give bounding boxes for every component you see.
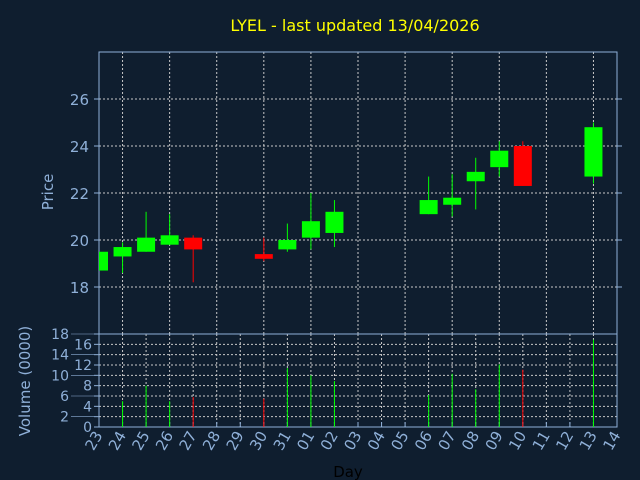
x-tick-label: 08	[458, 428, 483, 454]
price-tick-label: 18	[70, 279, 89, 297]
candle-body	[278, 240, 297, 250]
x-tick-label: 27	[176, 428, 201, 454]
x-tick-label: 31	[270, 428, 295, 454]
volume-tick-label: 14	[51, 348, 69, 364]
x-tick-label: 12	[552, 428, 577, 454]
volume-tick-label: 18	[51, 327, 69, 343]
candle-body	[184, 237, 203, 250]
x-tick-label: 28	[199, 428, 224, 454]
x-tick-label: 13	[576, 428, 601, 454]
x-tick-label: 01	[293, 428, 318, 454]
x-tick-label: 06	[411, 428, 436, 454]
price-tick-label: 20	[70, 232, 89, 250]
x-tick-label: 25	[128, 428, 153, 454]
x-tick-label: 26	[152, 428, 177, 454]
volume-tick-label: 6	[60, 389, 69, 405]
candles	[99, 122, 603, 283]
volume-tick-label: 12	[74, 358, 92, 374]
x-tick-label: 29	[223, 428, 248, 454]
volume-tick-label: 10	[51, 368, 69, 384]
volume-axis-label: Volume (0000)	[16, 326, 34, 436]
volume-tick-label: 16	[74, 337, 92, 353]
candle-body	[584, 127, 603, 177]
chart-title: LYEL - last updated 13/04/2026	[230, 16, 479, 35]
price-tick-label: 26	[70, 91, 89, 109]
volume-tick-label: 2	[60, 410, 69, 426]
candle-body	[301, 221, 320, 238]
candle-body	[113, 247, 132, 257]
volume-plot-frame	[98, 333, 618, 428]
candle-body	[160, 235, 179, 245]
volume-tick-label: 8	[83, 379, 92, 395]
volume-tick-label: 0	[83, 420, 92, 436]
candle-body	[99, 251, 108, 271]
x-tick-label: 05	[387, 428, 412, 454]
price-tick-label: 22	[70, 185, 89, 203]
candle-body	[325, 211, 344, 233]
candle-body	[137, 237, 156, 252]
candle-body	[419, 200, 438, 215]
x-tick-label: 02	[317, 428, 342, 454]
price-axis-label: Price	[39, 174, 57, 211]
price-tick-label: 24	[70, 138, 89, 156]
candle-body	[254, 254, 273, 259]
candle-body	[490, 150, 509, 168]
x-tick-label: 14	[599, 428, 624, 454]
volume-tick-label: 4	[83, 399, 92, 415]
x-tick-label: 24	[105, 428, 130, 454]
x-tick-label: 10	[505, 428, 530, 454]
x-tick-label: 07	[435, 428, 460, 454]
x-tick-label: 04	[364, 428, 389, 454]
x-axis-label: Day	[333, 463, 363, 480]
candle-body	[466, 171, 485, 182]
x-tick-label: 30	[246, 428, 271, 454]
x-tick-label: 11	[529, 428, 554, 454]
x-tick-label: 03	[340, 428, 365, 454]
x-tick-label: 09	[482, 428, 507, 454]
candle-body	[443, 197, 462, 205]
candle-body	[513, 146, 532, 186]
